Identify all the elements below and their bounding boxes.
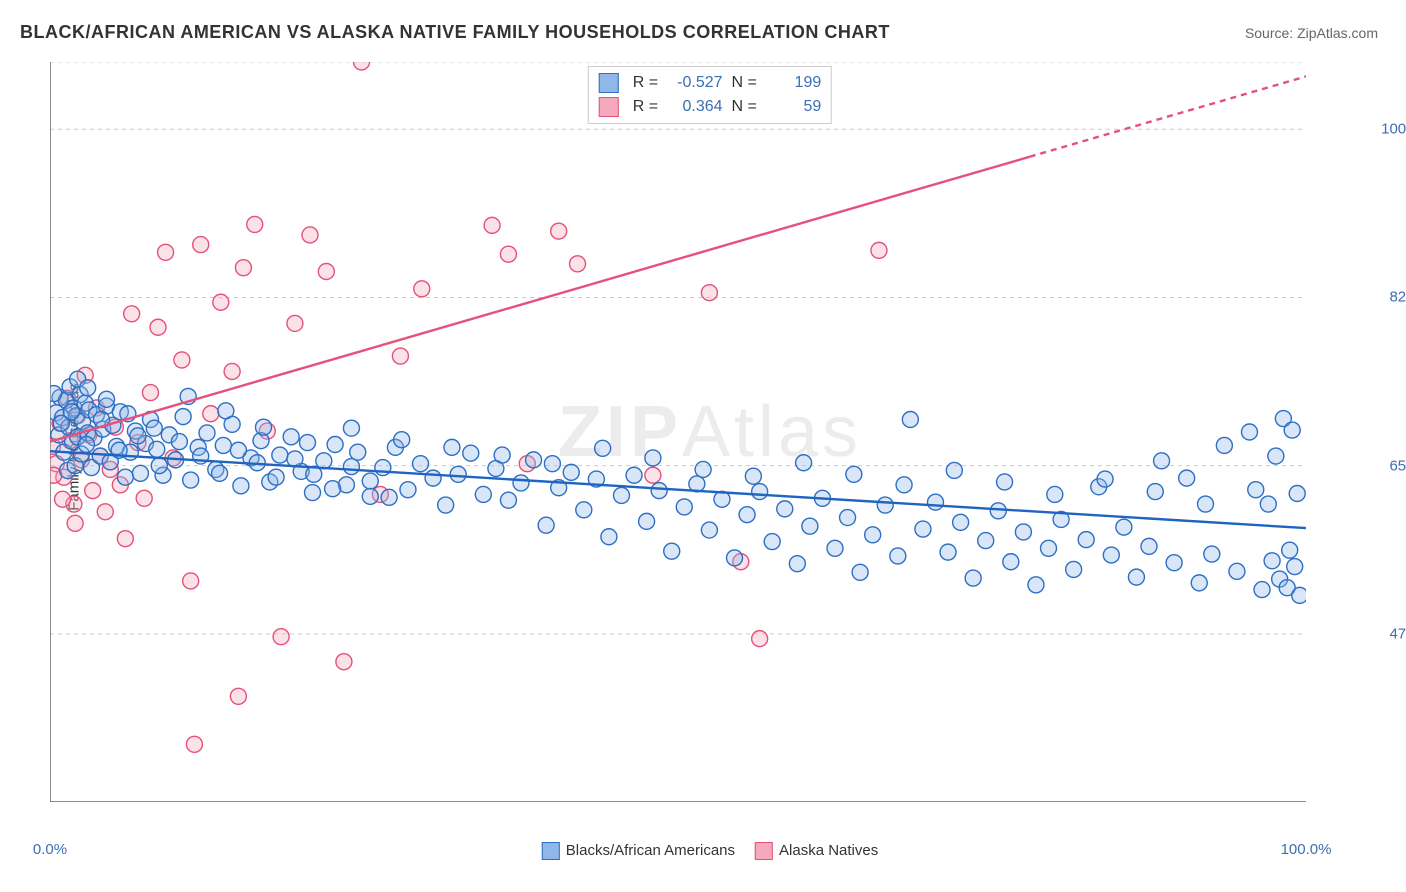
source-label: Source: ZipAtlas.com (1245, 25, 1378, 41)
y-tick-label: 82.5% (1389, 289, 1406, 306)
stat-swatch (599, 73, 619, 93)
stat-row: R = -0.527 N = 199 (599, 71, 821, 95)
legend-label: Blacks/African Americans (566, 842, 735, 859)
x-tick-label: 0.0% (33, 841, 67, 858)
y-tick-label: 65.0% (1389, 457, 1406, 474)
y-tick-label: 47.5% (1389, 625, 1406, 642)
legend-item: Alaska Natives (755, 842, 878, 860)
legend-swatch (542, 842, 560, 860)
stat-swatch (599, 97, 619, 117)
y-tick-label: 100.0% (1381, 121, 1406, 138)
legend-item: Blacks/African Americans (542, 842, 735, 860)
x-tick-label: 100.0% (1281, 841, 1332, 858)
correlation-stat-box: R = -0.527 N = 199R = 0.364 N = 59 (588, 66, 832, 124)
legend-label: Alaska Natives (779, 842, 878, 859)
chart-title: BLACK/AFRICAN AMERICAN VS ALASKA NATIVE … (20, 22, 890, 43)
stat-row: R = 0.364 N = 59 (599, 95, 821, 119)
legend-swatch (755, 842, 773, 860)
bottom-legend: Blacks/African Americans Alaska Natives (542, 842, 878, 860)
scatter-plot-svg (50, 62, 1306, 802)
plot-area: Family Households ZIPAtlas R = -0.527 N … (50, 62, 1370, 832)
